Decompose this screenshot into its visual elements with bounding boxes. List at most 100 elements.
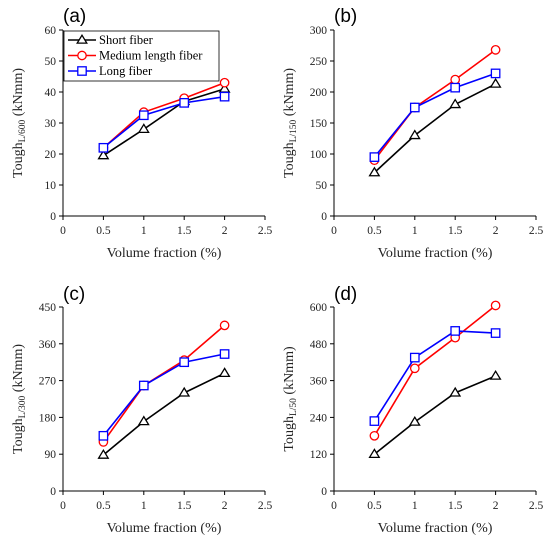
y-tick-label: 600: [310, 302, 328, 314]
series-line-short: [102, 88, 225, 157]
y-tick-label: 180: [39, 412, 57, 424]
series-line-medium: [102, 81, 225, 149]
y-tick-label: 100: [310, 149, 328, 161]
point-long: [219, 349, 230, 359]
panel-label: (a): [63, 6, 86, 27]
point-short: [218, 367, 231, 378]
point-long: [179, 98, 190, 108]
panel-a: (a) 0 10 20 30 40 50 60 0 0.5 1 1.5 2 2.5 Volume fract…: [11, 6, 272, 261]
point-long: [409, 352, 420, 363]
point-short: [408, 129, 421, 140]
x-tick-label: 2: [493, 500, 499, 512]
point-long: [179, 357, 190, 368]
y-tick-label: 40: [45, 87, 57, 99]
point-long: [450, 82, 461, 93]
y-tick-label: 90: [45, 449, 57, 461]
panel-label: (d): [334, 284, 357, 305]
y-tick-label: 0: [321, 211, 327, 223]
y-axis-label-sub: L/150: [289, 119, 299, 142]
legend-marker-long: [77, 66, 87, 76]
series-line-short: [102, 372, 225, 456]
y-tick-label: 0: [50, 211, 56, 223]
series-line-medium: [373, 49, 497, 161]
x-axis-label: Volume fraction (%): [107, 246, 222, 261]
x-tick-label: 0.5: [96, 225, 111, 237]
x-tick-label: 0.5: [96, 500, 111, 512]
x-tick-label: 0: [60, 500, 66, 512]
x-tick-label: 1: [141, 225, 147, 237]
legend-label-medium: Medium length fiber: [99, 49, 203, 63]
point-long: [409, 102, 420, 113]
x-axis-label: Volume fraction (%): [378, 521, 493, 536]
legend-marker-short: [76, 33, 88, 44]
x-tick-label: 0: [331, 225, 337, 237]
x-axis-label: Volume fraction (%): [107, 521, 222, 536]
point-medium: [219, 320, 230, 331]
y-tick-label: 450: [39, 302, 57, 314]
y-axis-label-unit: (kNmm): [11, 344, 26, 396]
x-tick-label: 2: [222, 225, 228, 237]
y-axis-label-unit: (kNmm): [282, 346, 297, 398]
panel-label: (c): [63, 284, 85, 305]
y-tick-label: 60: [45, 25, 57, 37]
legend-label-short: Short fiber: [99, 33, 154, 47]
x-tick-label: 2: [493, 225, 499, 237]
y-axis-label-sub: L/50: [289, 398, 299, 416]
y-tick-label: 120: [310, 449, 328, 461]
point-short: [368, 166, 381, 177]
x-tick-label: 2.5: [529, 225, 544, 237]
x-tick-label: 0: [60, 225, 66, 237]
x-tick-label: 1.5: [177, 225, 192, 237]
series-line-long: [102, 95, 225, 149]
y-axis-label-sub: L/600: [18, 119, 28, 142]
point-medium: [490, 44, 501, 55]
point-short: [97, 149, 110, 160]
y-axis-label-unit: (kNmm): [282, 68, 297, 120]
panel-b: (b) 0 50 100 150 200 250 300 0 0.5 1 1.5 2 2.5 Volume …: [282, 6, 543, 261]
y-tick-label: 360: [39, 339, 57, 351]
series-line-long: [102, 353, 225, 437]
point-short: [97, 448, 110, 459]
point-medium: [219, 77, 230, 88]
y-tick-label: 240: [310, 412, 328, 424]
y-tick-label: 300: [310, 25, 328, 37]
y-axis-label-sub: L/300: [18, 395, 28, 418]
y-tick-label: 270: [39, 376, 57, 388]
point-long: [98, 430, 109, 441]
panel-label: (b): [334, 6, 357, 27]
y-tick-label: 360: [310, 376, 328, 388]
y-tick-label: 0: [50, 486, 56, 498]
point-long: [369, 416, 380, 426]
point-short: [137, 123, 150, 134]
y-tick-label: 30: [45, 118, 57, 130]
x-tick-label: 2.5: [258, 500, 273, 512]
x-tick-label: 2.5: [258, 225, 273, 237]
y-axis-label-unit: (kNmm): [11, 68, 26, 120]
y-axis-label: ToughL/300 (kNmm): [11, 344, 28, 454]
point-long: [490, 328, 501, 338]
point-long: [219, 91, 230, 102]
series-line-long: [373, 330, 496, 422]
panel-d: (d) 0 120 240 360 480 600 0 0.5 1 1.5 2 2.5 Volume fr…: [282, 284, 543, 536]
point-short: [489, 369, 502, 380]
y-axis-label-main: Tough: [11, 418, 26, 454]
y-axis-label: ToughL/150 (kNmm): [282, 68, 299, 178]
series-line-medium: [373, 304, 497, 437]
x-tick-label: 0: [331, 500, 337, 512]
legend-marker-medium: [77, 50, 87, 61]
point-short: [449, 386, 462, 397]
point-short: [408, 415, 421, 426]
y-tick-label: 10: [45, 180, 57, 192]
y-tick-label: 150: [310, 118, 328, 130]
point-long: [98, 142, 109, 153]
point-short: [178, 386, 191, 397]
panel-c: (c) 0 90 180 270 360 450 0 0.5 1 1.5 2 2.5 Volume fra…: [11, 284, 272, 536]
point-long: [450, 326, 461, 336]
x-tick-label: 2.5: [529, 500, 544, 512]
series-line-short: [373, 83, 496, 174]
point-short: [489, 77, 502, 88]
y-tick-label: 20: [45, 149, 57, 161]
x-tick-label: 2: [222, 500, 228, 512]
legend-label-long: Long fiber: [99, 64, 153, 78]
